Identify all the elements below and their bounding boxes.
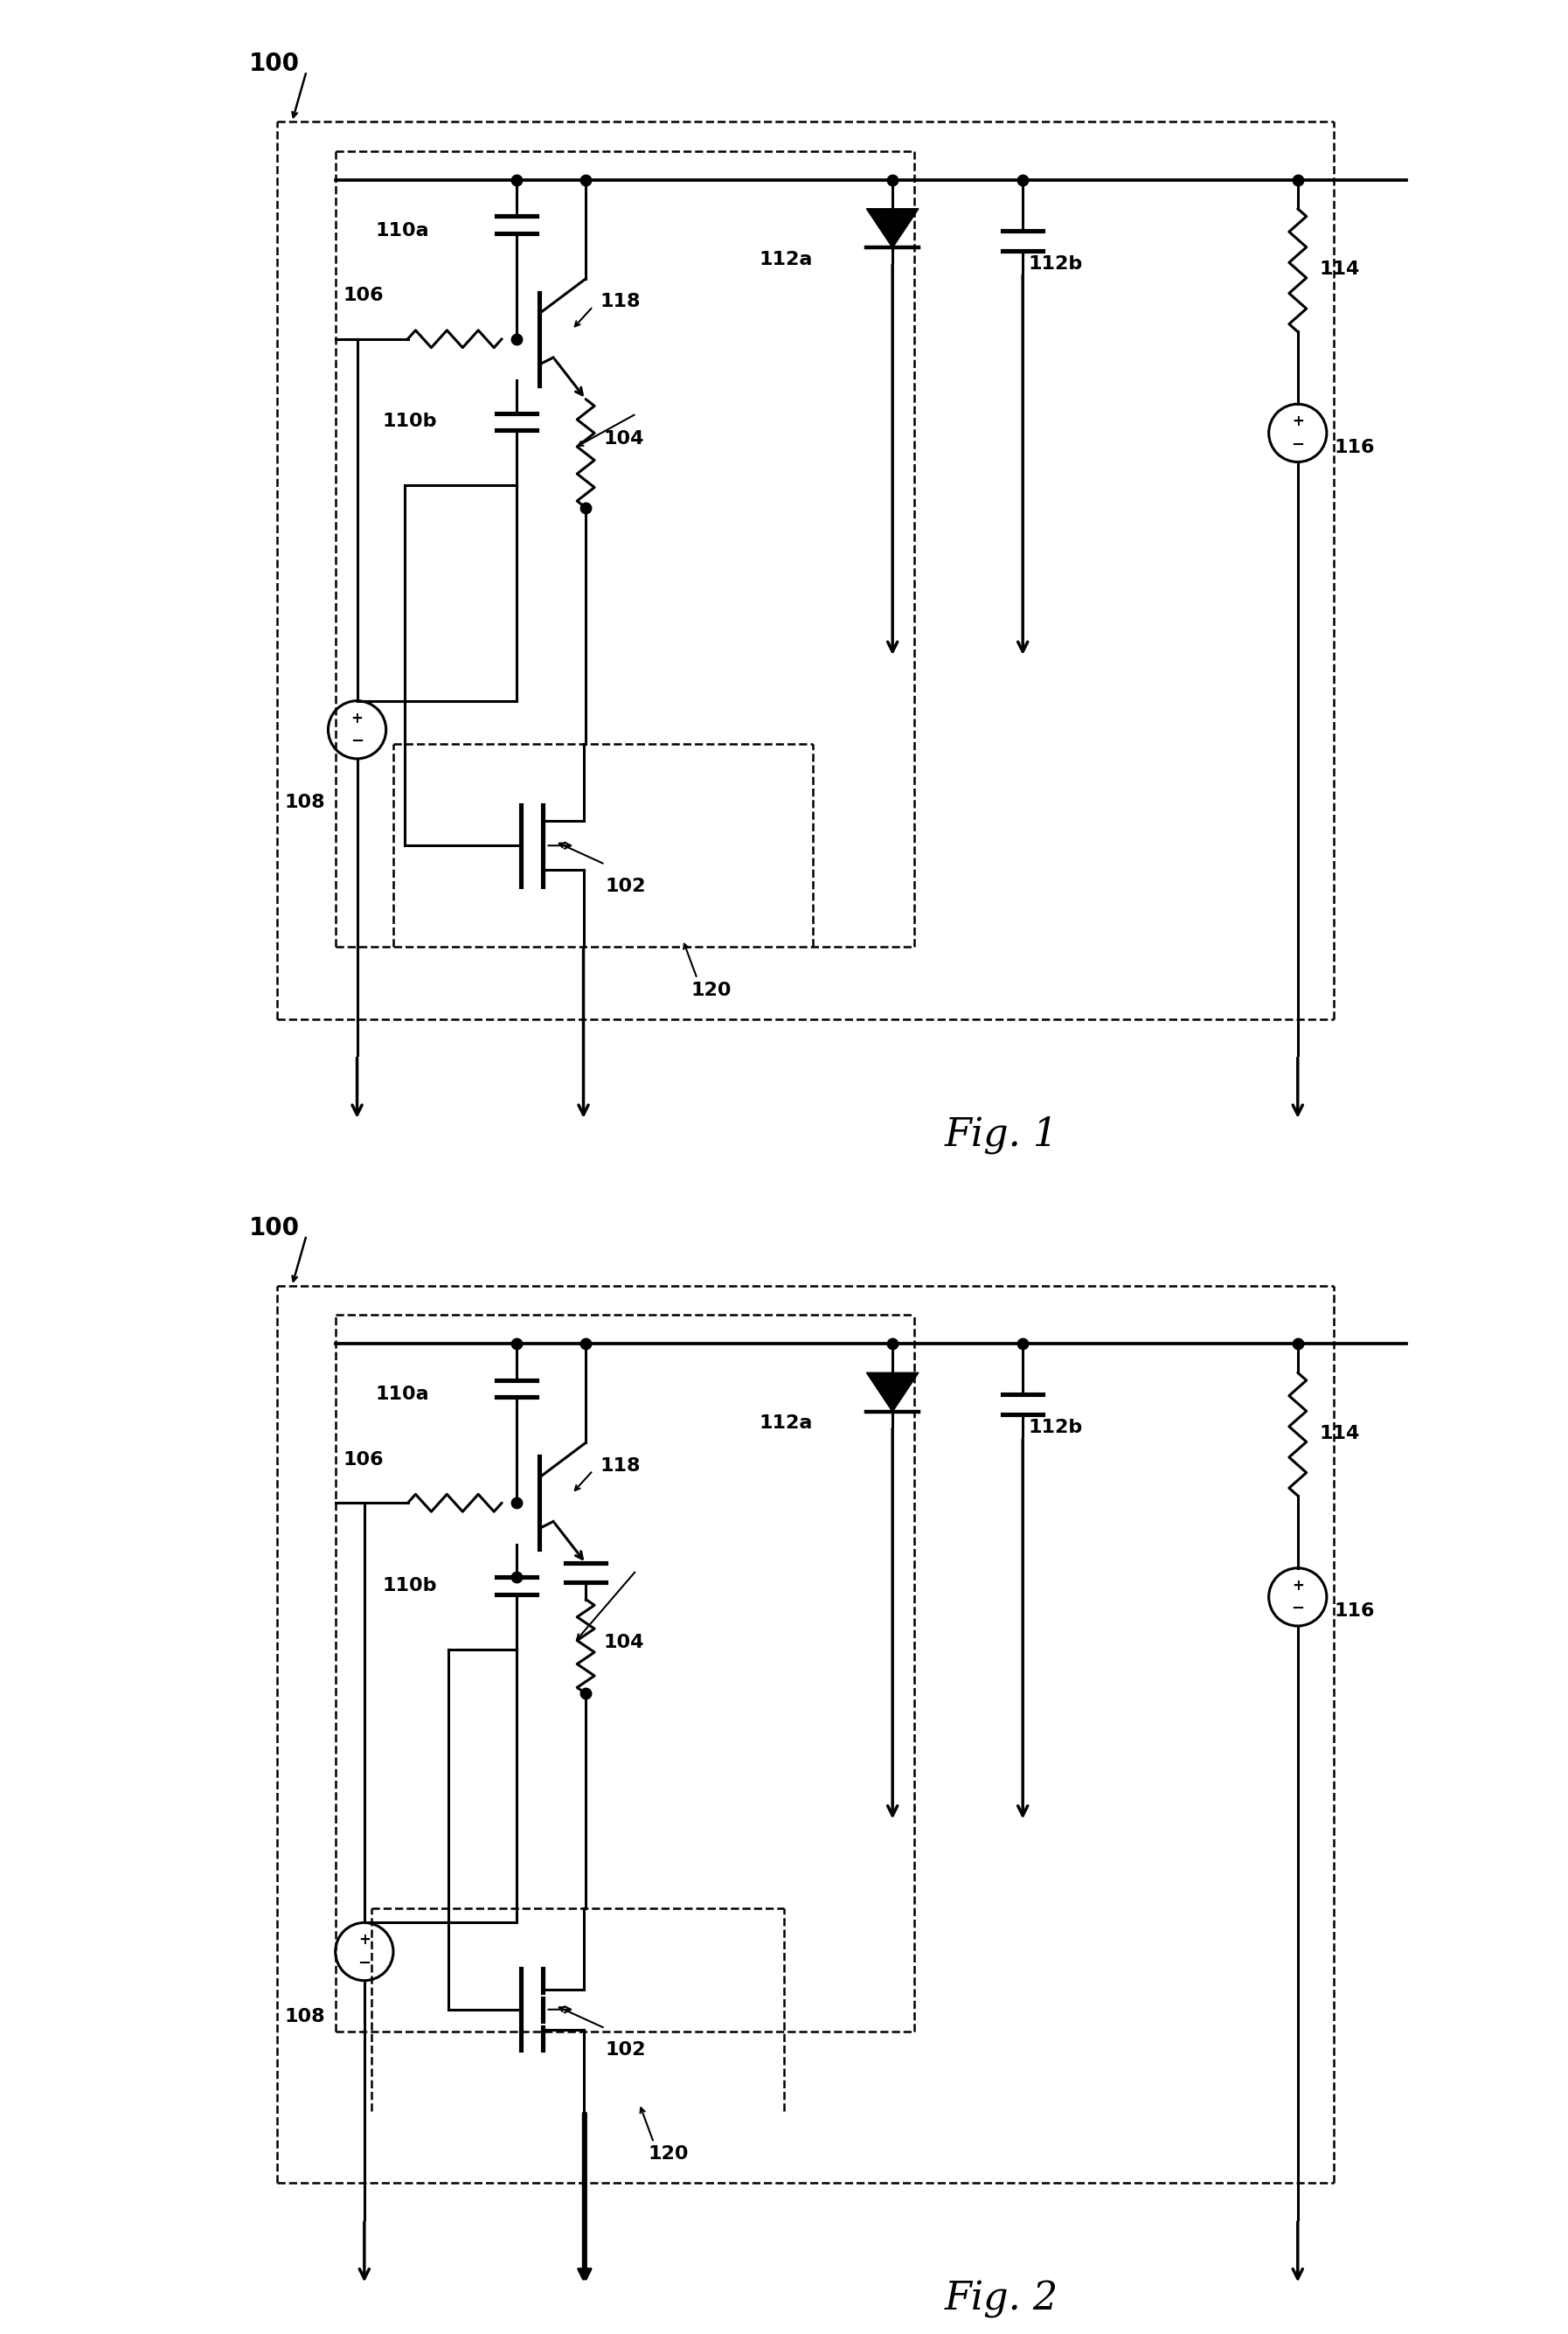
Text: Fig. 2: Fig. 2 [944, 2280, 1058, 2318]
Text: 120: 120 [691, 983, 732, 999]
Text: 104: 104 [604, 429, 644, 448]
Polygon shape [867, 208, 919, 247]
Text: 104: 104 [604, 1634, 644, 1652]
Text: 110b: 110b [383, 1578, 436, 1594]
Text: 120: 120 [648, 2145, 688, 2164]
Text: +: + [1292, 1578, 1305, 1594]
Text: 112b: 112b [1029, 254, 1083, 273]
Text: +: + [358, 1933, 370, 1949]
Text: 100: 100 [249, 1216, 299, 1239]
Text: 102: 102 [605, 878, 646, 894]
Text: 106: 106 [343, 287, 383, 303]
Text: 110b: 110b [383, 413, 436, 429]
Text: +: + [1292, 413, 1305, 429]
Text: 106: 106 [343, 1452, 383, 1468]
Text: 110a: 110a [376, 222, 430, 238]
Text: 110a: 110a [376, 1386, 430, 1403]
Text: 100: 100 [249, 51, 299, 77]
Text: 118: 118 [601, 294, 641, 310]
Text: 108: 108 [285, 2007, 326, 2026]
Text: 116: 116 [1334, 439, 1375, 455]
Text: 114: 114 [1319, 261, 1359, 278]
Text: 114: 114 [1319, 1424, 1359, 1442]
Text: −: − [358, 1956, 372, 1970]
Text: −: − [351, 733, 364, 749]
Text: +: + [351, 710, 364, 726]
Text: 116: 116 [1334, 1603, 1375, 1620]
Text: 112a: 112a [759, 250, 812, 268]
Polygon shape [867, 1372, 919, 1412]
Text: −: − [1290, 1601, 1305, 1617]
Text: −: − [1290, 436, 1305, 453]
Text: 102: 102 [605, 2042, 646, 2059]
Text: 112a: 112a [759, 1414, 812, 1433]
Text: 118: 118 [601, 1456, 641, 1475]
Text: 108: 108 [285, 794, 326, 810]
Text: Fig. 1: Fig. 1 [944, 1116, 1058, 1153]
Text: 112b: 112b [1029, 1419, 1083, 1435]
